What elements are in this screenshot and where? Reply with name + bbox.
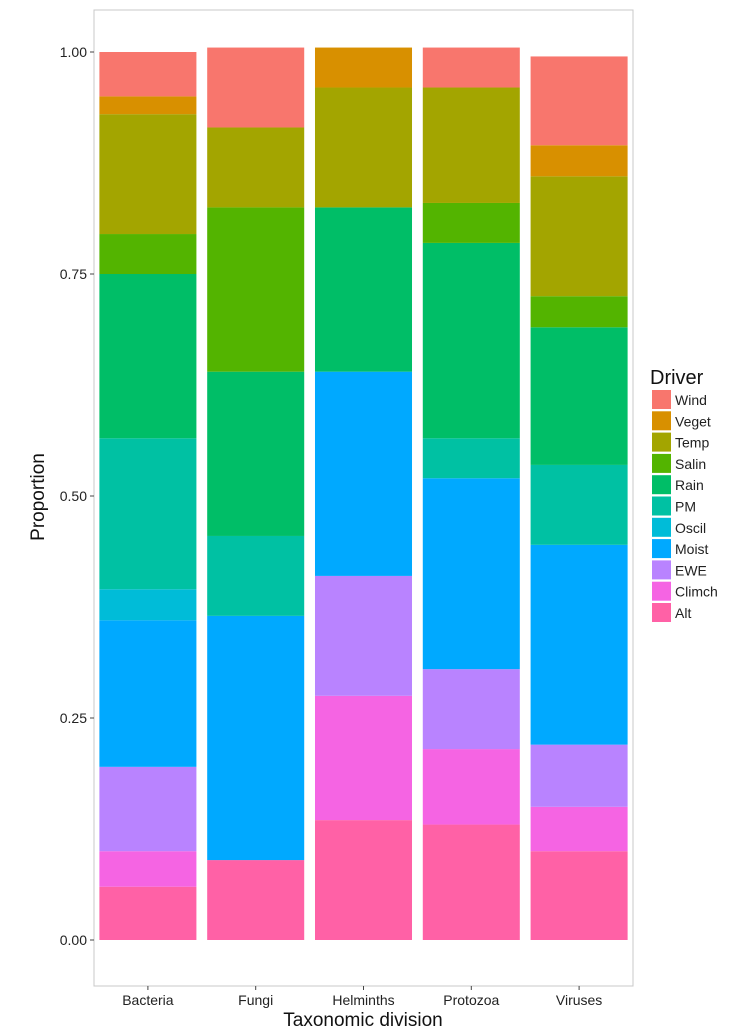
bar-segment-protozoa-wind bbox=[422, 47, 520, 88]
legend-label-wind: Wind bbox=[675, 392, 707, 408]
bar-segment-bacteria-ewe bbox=[99, 766, 197, 852]
bar-segment-bacteria-temp bbox=[99, 114, 197, 235]
legend-key-oscil bbox=[652, 517, 671, 537]
bar-segment-viruses-alt bbox=[530, 851, 628, 940]
legend-key-temp bbox=[652, 432, 671, 452]
legend-label-temp: Temp bbox=[675, 435, 709, 451]
legend-label-rain: Rain bbox=[675, 477, 704, 493]
bar-segment-viruses-veget bbox=[530, 145, 628, 177]
bar-segment-fungi-alt bbox=[207, 860, 305, 940]
bar-segment-fungi-moist bbox=[207, 615, 305, 861]
bar-segment-bacteria-salin bbox=[99, 234, 197, 274]
legend-key-veget bbox=[652, 411, 671, 431]
bar-segment-helminths-moist bbox=[314, 371, 413, 576]
bar-segment-viruses-wind bbox=[530, 56, 628, 146]
bar-segment-protozoa-alt bbox=[422, 824, 520, 940]
bar-segment-fungi-wind bbox=[207, 47, 305, 128]
bar-segment-protozoa-climch bbox=[422, 749, 520, 825]
bar-segment-bacteria-rain bbox=[99, 274, 197, 439]
bar-segment-helminths-climch bbox=[314, 695, 413, 821]
legend-label-salin: Salin bbox=[675, 456, 706, 472]
legend-key-moist bbox=[652, 539, 671, 559]
bar-segment-helminths-ewe bbox=[314, 575, 413, 696]
y-axis-title: Proportion bbox=[28, 453, 49, 541]
bar-segment-protozoa-rain bbox=[422, 242, 520, 439]
bar-segment-protozoa-moist bbox=[422, 478, 520, 670]
legend: Wind Veget Temp Salin Rain PM Oscil Moist EWE Cli… bbox=[652, 390, 718, 622]
legend-label-climch: Climch bbox=[675, 584, 718, 600]
legend-key-alt bbox=[652, 603, 671, 622]
legend-label-oscil: Oscil bbox=[675, 520, 706, 536]
x-tick-label: Protozoa bbox=[443, 992, 499, 1008]
bar-segment-helminths-veget bbox=[314, 47, 413, 88]
legend-title: Driver bbox=[650, 367, 704, 389]
legend-key-wind bbox=[652, 390, 671, 409]
bar-segment-helminths-temp bbox=[314, 87, 413, 208]
y-tick-label: 0.75 bbox=[60, 266, 87, 282]
x-tick-label: Viruses bbox=[556, 992, 602, 1008]
y-tick-label: 0.25 bbox=[60, 710, 87, 726]
legend-label-alt: Alt bbox=[675, 605, 691, 621]
x-tick-label: Helminths bbox=[332, 992, 394, 1008]
y-tick-label: 0.00 bbox=[60, 932, 87, 948]
bar-segment-protozoa-salin bbox=[422, 202, 520, 243]
bar-segment-viruses-moist bbox=[530, 544, 628, 745]
legend-label-moist: Moist bbox=[675, 541, 709, 557]
bar-layer bbox=[99, 47, 628, 940]
bar-segment-viruses-rain bbox=[530, 327, 628, 465]
bar-segment-fungi-salin bbox=[207, 207, 305, 372]
bar-segment-bacteria-alt bbox=[99, 886, 197, 940]
bar-segment-fungi-rain bbox=[207, 371, 305, 536]
axis-layer: 0.00 0.25 0.50 0.75 1.00 Bacteria Fungi Helmint… bbox=[60, 44, 603, 1008]
bar-segment-viruses-salin bbox=[530, 296, 628, 328]
legend-label-pm: PM bbox=[675, 499, 696, 515]
bar-segment-bacteria-climch bbox=[99, 851, 197, 887]
bar-segment-protozoa-temp bbox=[422, 87, 520, 203]
x-tick-label: Bacteria bbox=[122, 992, 174, 1008]
x-tick-label: Fungi bbox=[238, 992, 273, 1008]
bar-segment-viruses-pm bbox=[530, 464, 628, 545]
legend-key-rain bbox=[652, 475, 671, 495]
x-axis-title: Taxonomic division bbox=[283, 1010, 442, 1031]
bar-segment-bacteria-veget bbox=[99, 96, 197, 115]
bar-segment-bacteria-moist bbox=[99, 620, 197, 767]
bar-segment-protozoa-pm bbox=[422, 438, 520, 479]
bar-segment-bacteria-wind bbox=[99, 52, 197, 97]
legend-key-ewe bbox=[652, 560, 671, 580]
legend-key-climch bbox=[652, 581, 671, 601]
y-tick-label: 1.00 bbox=[60, 44, 87, 60]
bar-segment-protozoa-ewe bbox=[422, 669, 520, 750]
y-tick-label: 0.50 bbox=[60, 488, 87, 504]
bar-segment-viruses-ewe bbox=[530, 744, 628, 807]
bar-segment-viruses-temp bbox=[530, 176, 628, 297]
bar-segment-fungi-pm bbox=[207, 535, 305, 616]
legend-key-pm bbox=[652, 496, 671, 516]
bar-segment-fungi-temp bbox=[207, 127, 305, 208]
legend-key-salin bbox=[652, 453, 671, 473]
bar-segment-bacteria-pm bbox=[99, 438, 197, 590]
legend-label-veget: Veget bbox=[675, 413, 711, 429]
bar-segment-viruses-climch bbox=[530, 806, 628, 852]
bar-segment-helminths-alt bbox=[314, 820, 413, 940]
legend-label-ewe: EWE bbox=[675, 562, 707, 578]
bar-segment-helminths-rain bbox=[314, 207, 413, 372]
bar-segment-bacteria-oscil bbox=[99, 589, 197, 621]
